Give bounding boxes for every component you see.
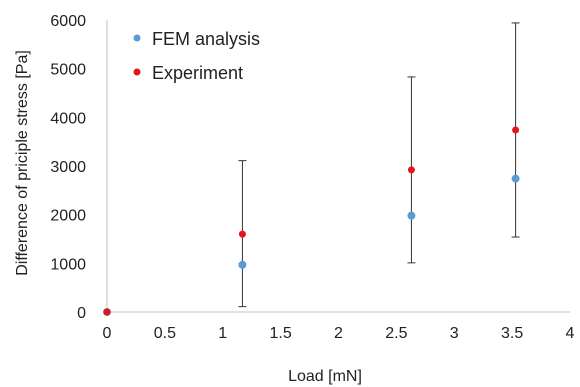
- x-tick-label: 1: [218, 325, 227, 342]
- x-tick-labels: 0 0.5 1 1.5 2 2.5 3 3.5 4: [103, 325, 575, 342]
- error-bars: [238, 22, 520, 308]
- experiment-point: [512, 126, 520, 134]
- x-tick-label: 0.5: [154, 325, 176, 342]
- x-tick-label: 3.5: [501, 325, 523, 342]
- x-tick-label: 2: [334, 325, 343, 342]
- y-tick-label: 5000: [50, 62, 86, 79]
- x-tick-label: 2.5: [385, 325, 407, 342]
- data-points: [103, 126, 520, 316]
- experiment-point: [238, 230, 246, 238]
- x-axis-title: Load [mN]: [288, 368, 362, 385]
- legend-label-fem: FEM analysis: [152, 29, 260, 49]
- fem-point: [511, 174, 520, 183]
- y-axis-title: Difference of priciple stress [Pa]: [14, 50, 31, 276]
- x-tick-label: 0: [103, 325, 112, 342]
- experiment-point: [407, 166, 415, 174]
- y-tick-label: 6000: [50, 13, 86, 30]
- legend-label-experiment: Experiment: [152, 63, 243, 83]
- y-tick-label: 3000: [50, 159, 86, 176]
- fem-point: [407, 211, 416, 220]
- legend-marker-experiment: [133, 68, 141, 76]
- fem-point: [238, 260, 247, 269]
- x-tick-label: 3: [450, 325, 459, 342]
- y-tick-label: 2000: [50, 208, 86, 225]
- y-tick-labels: 0 1000 2000 3000 4000 5000 6000: [50, 13, 86, 322]
- x-tick-label: 1.5: [270, 325, 292, 342]
- y-tick-label: 4000: [50, 110, 86, 127]
- axes: [106, 20, 570, 313]
- legend-marker-fem: [133, 34, 141, 42]
- y-tick-label: 0: [77, 305, 86, 322]
- y-tick-label: 1000: [50, 256, 86, 273]
- legend: FEM analysis Experiment: [133, 29, 260, 83]
- experiment-point: [103, 308, 111, 316]
- x-tick-label: 4: [566, 325, 575, 342]
